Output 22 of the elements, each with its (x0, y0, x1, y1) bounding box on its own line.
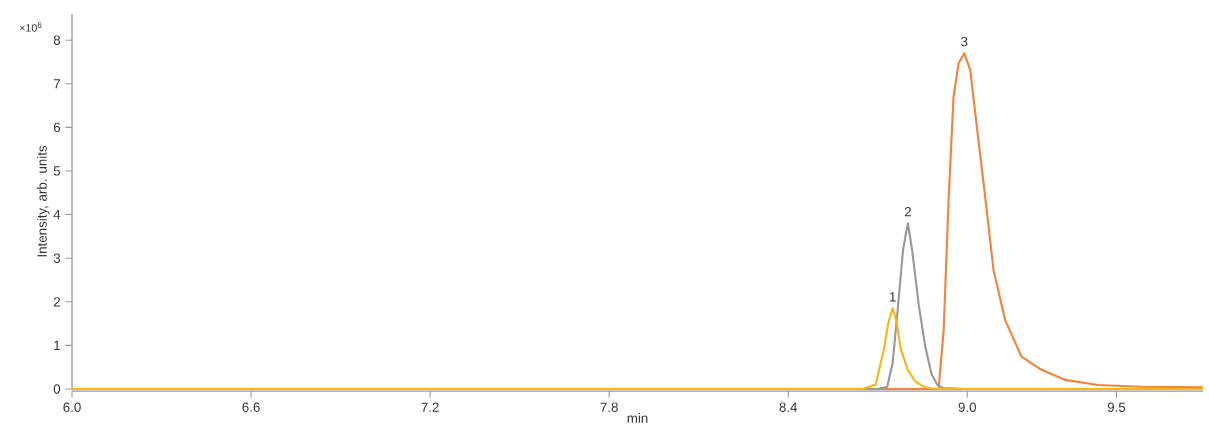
y-tick-label: 0 (53, 384, 61, 394)
y-tick-label: 2 (53, 297, 60, 307)
y-tick-label: 7 (53, 79, 60, 89)
y-tick-label: 6 (53, 122, 61, 133)
y-tick-label: 3 (53, 253, 61, 263)
annotation: 1 (889, 292, 896, 302)
y-axis-title: Intensity, arb. units (36, 145, 50, 257)
annotation: 2 (904, 207, 911, 217)
x-tick-label: 9.0 (958, 402, 977, 412)
y-tick-label: 1 (54, 340, 60, 350)
x-tick-label: 7.2 (421, 402, 439, 412)
y-tick-label: 5 (53, 166, 61, 176)
annotation: 3 (961, 36, 968, 47)
x-tick-label: 6.0 (63, 402, 81, 412)
y-tick-label: 8 (53, 35, 61, 45)
x-tick-label: 7.8 (600, 402, 618, 412)
y-tick-label: 4 (53, 209, 61, 220)
x-tick-label: 8.4 (779, 402, 798, 412)
x-axis-title: min (627, 413, 648, 423)
x-tick-label: 6.6 (242, 402, 260, 412)
x-tick-label: 9.5 (1107, 402, 1126, 412)
text: ×10$^{6}$ (19, 22, 42, 32)
